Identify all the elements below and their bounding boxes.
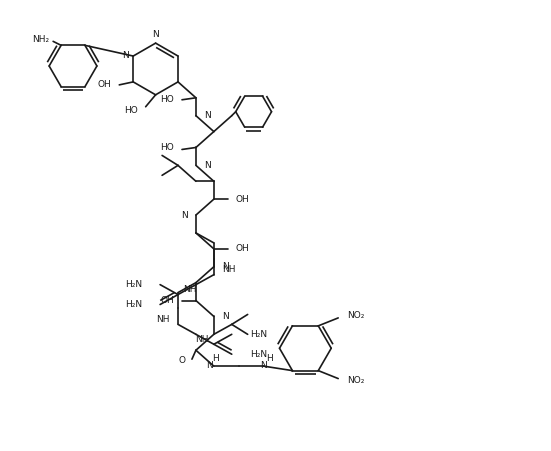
Text: H: H bbox=[213, 354, 219, 363]
Text: OH: OH bbox=[236, 195, 250, 204]
Text: N: N bbox=[207, 361, 213, 370]
Text: HO: HO bbox=[124, 106, 138, 115]
Text: NH: NH bbox=[183, 285, 197, 294]
Text: NH: NH bbox=[156, 315, 170, 324]
Text: N: N bbox=[122, 51, 128, 60]
Text: H₂N: H₂N bbox=[250, 350, 267, 359]
Text: N: N bbox=[181, 211, 188, 220]
Text: H₂N: H₂N bbox=[125, 280, 142, 289]
Text: OH: OH bbox=[98, 80, 111, 89]
Text: NH₂: NH₂ bbox=[33, 35, 50, 44]
Text: H₂N: H₂N bbox=[125, 300, 142, 309]
Text: O: O bbox=[179, 356, 186, 365]
Text: N: N bbox=[204, 161, 210, 170]
Text: N: N bbox=[222, 312, 229, 321]
Text: NH: NH bbox=[196, 335, 209, 344]
Text: NO₂: NO₂ bbox=[348, 376, 365, 385]
Text: H₂N: H₂N bbox=[250, 330, 267, 339]
Text: N: N bbox=[260, 361, 267, 370]
Text: NH: NH bbox=[222, 265, 235, 274]
Text: N: N bbox=[204, 111, 210, 120]
Text: N: N bbox=[152, 30, 159, 39]
Text: H: H bbox=[266, 354, 273, 363]
Text: HO: HO bbox=[160, 95, 174, 104]
Text: HO: HO bbox=[160, 143, 174, 152]
Text: OH: OH bbox=[236, 244, 250, 253]
Text: OH: OH bbox=[160, 296, 174, 305]
Text: NO₂: NO₂ bbox=[348, 312, 365, 320]
Text: N: N bbox=[222, 262, 229, 271]
